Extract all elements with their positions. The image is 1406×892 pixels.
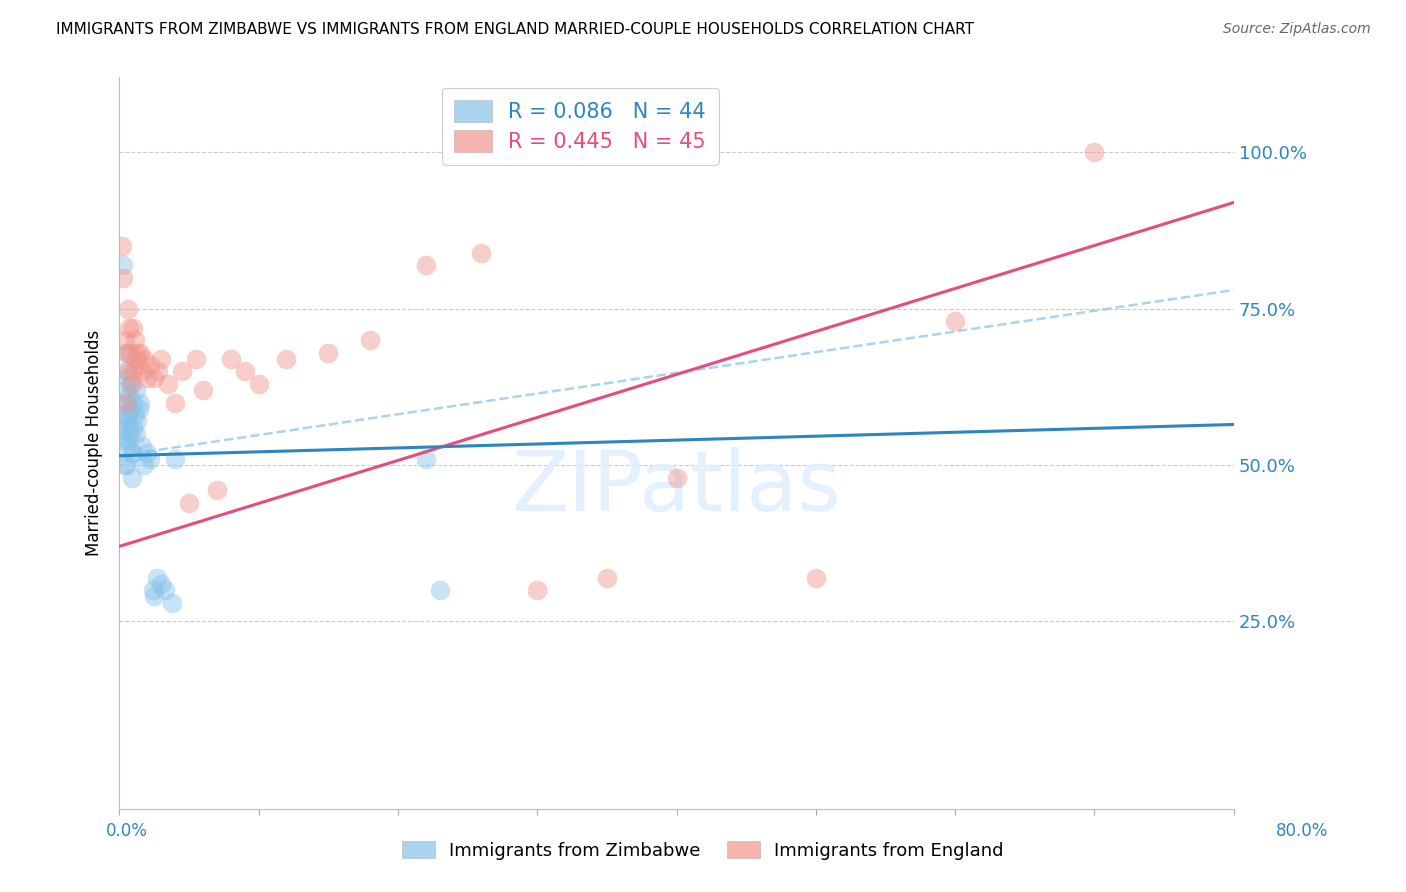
Point — [125, 383, 148, 397]
Point — [115, 345, 138, 359]
Point — [142, 583, 165, 598]
Point — [122, 445, 145, 459]
Point — [139, 451, 162, 466]
Point — [233, 364, 256, 378]
Point — [143, 370, 166, 384]
Point — [359, 333, 381, 347]
Point — [122, 395, 145, 409]
Point — [136, 445, 159, 459]
Point — [118, 389, 141, 403]
Point — [131, 439, 153, 453]
Point — [117, 370, 139, 384]
Point — [120, 426, 142, 441]
Point — [117, 433, 139, 447]
Text: IMMIGRANTS FROM ZIMBABWE VS IMMIGRANTS FROM ENGLAND MARRIED-COUPLE HOUSEHOLDS CO: IMMIGRANTS FROM ZIMBABWE VS IMMIGRANTS F… — [56, 22, 974, 37]
Text: Source: ZipAtlas.com: Source: ZipAtlas.com — [1223, 22, 1371, 37]
Point — [117, 364, 139, 378]
Point — [115, 383, 138, 397]
Point — [122, 364, 145, 378]
Point — [115, 395, 138, 409]
Point — [129, 395, 152, 409]
Point — [115, 395, 138, 409]
Point — [131, 364, 153, 378]
Y-axis label: Married-couple Households: Married-couple Households — [86, 330, 103, 557]
Legend: Immigrants from Zimbabwe, Immigrants from England: Immigrants from Zimbabwe, Immigrants fro… — [395, 834, 1011, 867]
Point — [160, 596, 183, 610]
Point — [118, 320, 141, 334]
Point — [124, 333, 146, 347]
Point — [155, 583, 177, 598]
Point — [112, 270, 135, 285]
Point — [184, 351, 207, 366]
Point — [120, 345, 142, 359]
Point — [128, 358, 150, 372]
Point — [170, 364, 193, 378]
Point — [143, 590, 166, 604]
Point — [114, 333, 136, 347]
Point — [121, 470, 143, 484]
Point — [205, 483, 228, 497]
Point — [129, 345, 152, 359]
Point — [128, 401, 150, 416]
Point — [122, 320, 145, 334]
Point — [429, 583, 451, 598]
Point — [111, 239, 134, 253]
Point — [122, 420, 145, 434]
Point — [415, 451, 437, 466]
Point — [112, 433, 135, 447]
Point — [115, 439, 138, 453]
Point — [139, 358, 162, 372]
Text: 0.0%: 0.0% — [105, 822, 148, 840]
Point — [150, 351, 173, 366]
Point — [665, 470, 688, 484]
Point — [804, 571, 827, 585]
Point — [163, 395, 186, 409]
Point — [115, 458, 138, 472]
Point — [136, 370, 159, 384]
Point — [121, 376, 143, 391]
Point — [127, 414, 149, 428]
Point — [470, 245, 492, 260]
Point — [219, 351, 242, 366]
Point — [114, 458, 136, 472]
Point — [125, 426, 148, 441]
Legend: R = 0.086   N = 44, R = 0.445   N = 45: R = 0.086 N = 44, R = 0.445 N = 45 — [441, 87, 718, 165]
Point — [112, 258, 135, 272]
Point — [117, 408, 139, 422]
Point — [177, 495, 200, 509]
Point — [596, 571, 619, 585]
Point — [157, 376, 180, 391]
Point — [114, 408, 136, 422]
Point — [1083, 145, 1105, 160]
Point — [316, 345, 339, 359]
Point — [148, 364, 170, 378]
Point — [117, 345, 139, 359]
Point — [526, 583, 548, 598]
Point — [115, 414, 138, 428]
Point — [121, 445, 143, 459]
Point — [120, 401, 142, 416]
Point — [191, 383, 214, 397]
Point — [115, 364, 138, 378]
Point — [163, 451, 186, 466]
Point — [125, 351, 148, 366]
Point — [134, 458, 156, 472]
Point — [117, 301, 139, 316]
Point — [120, 376, 142, 391]
Point — [146, 571, 169, 585]
Point — [247, 376, 270, 391]
Point — [415, 258, 437, 272]
Point — [943, 314, 966, 328]
Text: ZIPatlas: ZIPatlas — [512, 447, 841, 527]
Point — [276, 351, 298, 366]
Point — [111, 420, 134, 434]
Point — [150, 577, 173, 591]
Point — [127, 345, 149, 359]
Point — [124, 408, 146, 422]
Text: 80.0%: 80.0% — [1277, 822, 1329, 840]
Point — [118, 420, 141, 434]
Point — [134, 351, 156, 366]
